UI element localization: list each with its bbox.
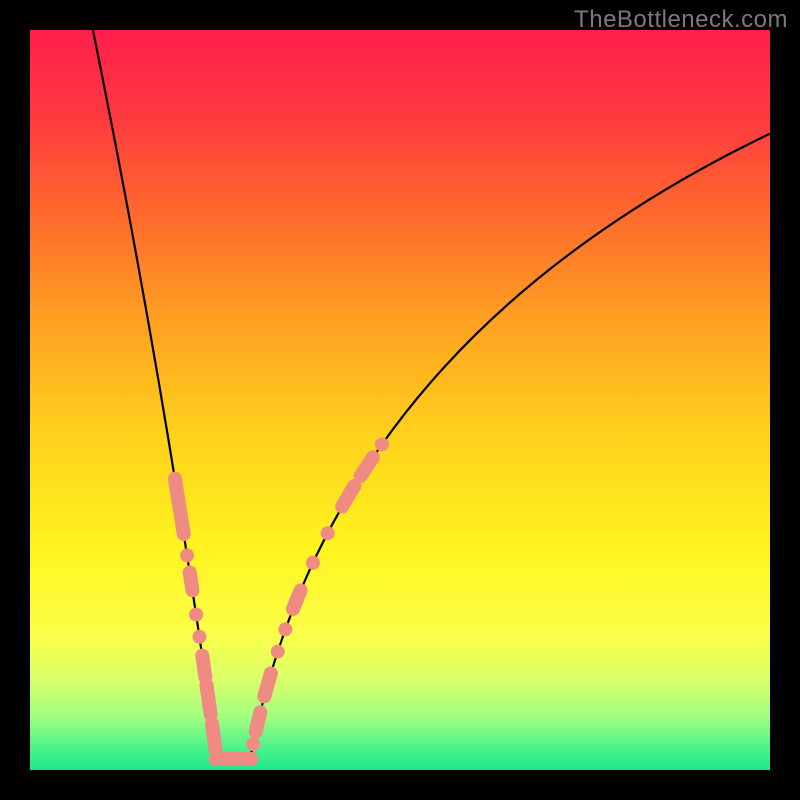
chart-frame: TheBottleneck.com <box>0 0 800 800</box>
marker-layer <box>175 437 389 759</box>
data-marker <box>342 486 354 507</box>
data-marker <box>192 630 206 644</box>
watermark-text: TheBottleneck.com <box>574 6 788 34</box>
curve-left-arm <box>93 30 217 759</box>
data-marker <box>189 608 203 622</box>
data-marker <box>202 656 205 678</box>
curve-right-arm <box>250 134 770 759</box>
bottleneck-curve-layer <box>30 30 770 770</box>
data-marker <box>321 526 335 540</box>
data-marker <box>361 457 373 475</box>
data-marker <box>180 510 184 534</box>
data-marker <box>278 622 292 636</box>
data-marker <box>256 712 261 731</box>
data-marker <box>306 556 320 570</box>
data-marker <box>190 572 193 590</box>
data-marker <box>293 591 301 610</box>
data-marker <box>212 724 216 750</box>
data-marker <box>175 479 179 507</box>
data-marker <box>180 548 194 562</box>
data-marker <box>264 673 271 696</box>
data-marker <box>206 685 210 715</box>
data-marker <box>246 737 260 751</box>
data-marker <box>375 437 389 451</box>
data-marker <box>271 645 285 659</box>
